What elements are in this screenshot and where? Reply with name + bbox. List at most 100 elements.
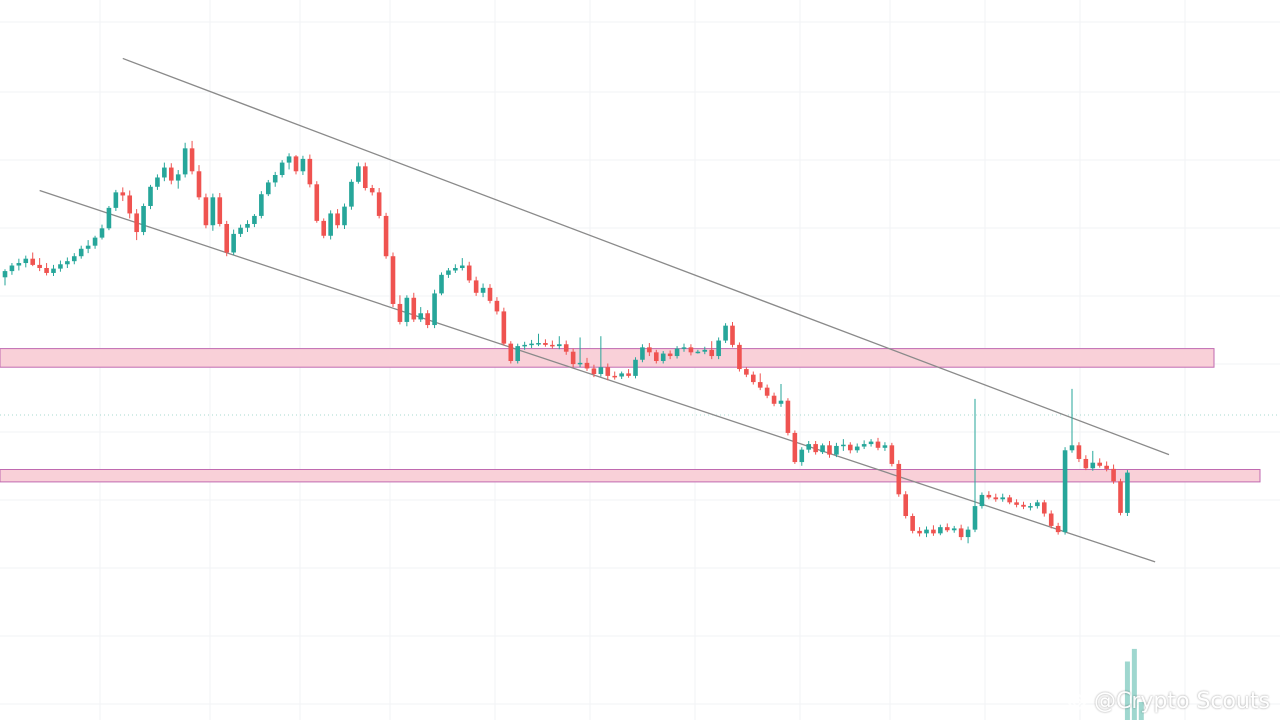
candle: [120, 187, 126, 202]
candle: [1062, 447, 1068, 535]
candle-body: [30, 258, 36, 265]
candle-body: [847, 444, 853, 451]
candle: [397, 295, 403, 325]
candle-body: [979, 494, 985, 507]
candle-body: [626, 373, 631, 376]
candle-body: [647, 347, 652, 353]
candle-body: [37, 264, 42, 268]
candle: [667, 350, 673, 360]
candle-body: [196, 171, 202, 198]
candle: [175, 170, 181, 189]
candle-body: [577, 362, 583, 365]
candle-body: [390, 256, 396, 304]
candle: [335, 209, 340, 229]
candle-body: [376, 192, 382, 216]
candle: [99, 224, 105, 240]
candle: [30, 252, 36, 267]
candle: [265, 179, 271, 197]
candle-body: [965, 529, 971, 538]
candle-body: [466, 265, 472, 281]
candle: [203, 193, 209, 229]
candle: [563, 340, 569, 355]
candle: [1000, 493, 1006, 502]
candle: [889, 442, 895, 467]
candle: [861, 440, 867, 450]
candle: [522, 341, 527, 350]
candle-body: [917, 530, 922, 534]
candle-body: [51, 268, 56, 273]
candle-body: [113, 192, 119, 208]
candle: [307, 154, 313, 188]
candle-body: [85, 245, 91, 249]
candle-body: [418, 313, 424, 320]
candle: [1041, 499, 1047, 517]
candle: [314, 181, 320, 223]
candle: [619, 371, 624, 379]
candle: [453, 264, 458, 273]
candle: [1048, 510, 1054, 529]
candle-body: [1021, 504, 1026, 507]
candle-body: [529, 343, 534, 346]
candle: [979, 492, 985, 509]
candle-body: [1000, 497, 1006, 500]
candle: [806, 440, 812, 453]
candle: [279, 160, 285, 178]
candle-body: [328, 213, 333, 236]
candle: [785, 398, 791, 436]
candle-body: [356, 166, 361, 182]
candle: [1104, 461, 1109, 472]
candle: [432, 289, 437, 329]
candle: [487, 284, 493, 304]
candle: [910, 513, 915, 534]
candle-body: [820, 445, 825, 453]
candle-body: [71, 256, 77, 262]
candle: [515, 343, 521, 364]
watermark-text: @Crypto Scouts: [1093, 689, 1270, 714]
candle: [141, 203, 146, 236]
candle-body: [16, 263, 22, 266]
candle-body: [570, 351, 576, 365]
price-zone-2: [0, 469, 1261, 483]
candle-body: [106, 207, 112, 229]
candle-body: [217, 197, 223, 224]
candle: [293, 155, 299, 175]
candle: [834, 442, 839, 458]
candle: [1118, 478, 1123, 516]
candle-body: [501, 311, 507, 344]
candle-body: [882, 445, 888, 448]
candle-body: [307, 158, 313, 185]
candle-body: [667, 353, 673, 357]
candle-body: [1035, 502, 1040, 507]
candle: [931, 525, 936, 536]
candle-body: [175, 174, 181, 181]
candle: [238, 224, 243, 237]
candle-body: [709, 349, 715, 357]
candle-body: [1125, 472, 1130, 513]
candle-body: [293, 156, 299, 172]
candle: [716, 337, 721, 360]
candle: [328, 210, 333, 240]
candle: [349, 179, 354, 210]
candle-body: [903, 494, 909, 516]
candle-body: [1069, 445, 1075, 451]
candle: [1028, 502, 1033, 511]
candle-body: [120, 192, 126, 196]
candle: [85, 240, 91, 254]
candle: [155, 174, 160, 190]
candle-body: [155, 177, 160, 187]
candle: [543, 339, 548, 347]
candle-body: [252, 215, 257, 224]
candle: [924, 526, 929, 538]
candle: [938, 524, 943, 536]
price-zone-1: [0, 348, 1215, 368]
candle: [473, 276, 479, 296]
candle-body: [633, 359, 638, 376]
candle-body: [279, 162, 285, 175]
candle-body: [383, 215, 389, 257]
candle: [868, 439, 874, 447]
candle-body: [854, 446, 860, 451]
candle: [626, 369, 631, 378]
candle-body: [259, 194, 264, 216]
